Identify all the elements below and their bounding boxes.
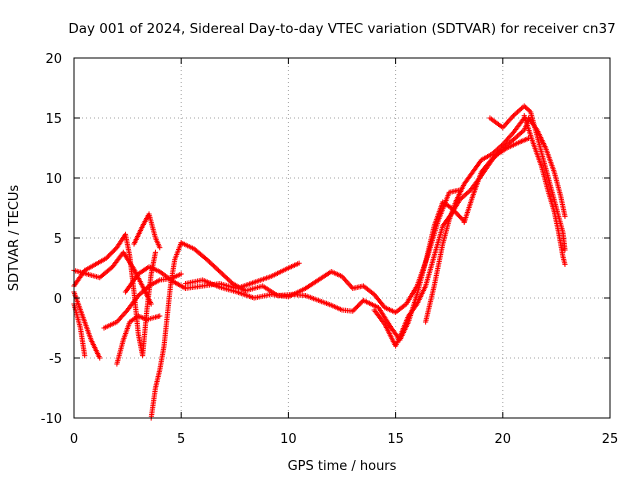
- data-point: [105, 253, 112, 259]
- data-point: [226, 277, 232, 283]
- y-tick-label: 10: [45, 172, 62, 187]
- data-point: [209, 261, 215, 267]
- data-point: [458, 215, 464, 221]
- data-point: [152, 249, 159, 255]
- data-point: [222, 273, 228, 279]
- series-track-a: [71, 249, 154, 307]
- x-tick-label: 10: [280, 432, 297, 447]
- data-point: [454, 211, 460, 217]
- data-point: [109, 249, 115, 255]
- x-tick-label: 15: [387, 432, 404, 447]
- data-point: [227, 278, 233, 284]
- series-track-k: [182, 187, 463, 315]
- data-point: [206, 259, 213, 265]
- data-point: [178, 271, 184, 277]
- y-axis-label: SDTVAR / TECUs: [7, 185, 22, 292]
- data-point: [223, 275, 229, 281]
- data-point: [354, 303, 361, 309]
- chart-title: Day 001 of 2024, Sidereal Day-to-day VTE…: [68, 21, 615, 37]
- data-point: [107, 252, 113, 258]
- data-point: [218, 270, 224, 276]
- series-track-c: [71, 289, 103, 361]
- series-track-n: [461, 135, 532, 225]
- data-point: [210, 263, 216, 269]
- data-point: [358, 300, 364, 306]
- data-points: [71, 103, 568, 421]
- data-point: [350, 308, 356, 314]
- data-point: [148, 301, 154, 307]
- data-point: [353, 305, 359, 311]
- series-track-q: [525, 115, 568, 219]
- data-point: [562, 261, 568, 267]
- data-point: [455, 212, 461, 218]
- data-point: [157, 313, 163, 319]
- data-point: [213, 265, 219, 271]
- series-track-b: [71, 301, 88, 359]
- y-tick-label: -10: [41, 412, 62, 427]
- data-point: [208, 260, 214, 266]
- data-point: [113, 246, 119, 252]
- data-point: [97, 355, 103, 361]
- data-point: [357, 301, 363, 307]
- axis-ticks: 0 5 10 15 20 25 -10 -5 0 5 10 15 20: [41, 52, 619, 447]
- data-point: [104, 254, 110, 260]
- series-track-f: [114, 313, 163, 367]
- data-point: [82, 353, 88, 359]
- series-track-h: [148, 240, 184, 421]
- x-tick-label: 20: [495, 432, 512, 447]
- data-point: [214, 266, 220, 272]
- data-point: [215, 267, 222, 273]
- data-point: [525, 107, 531, 113]
- x-axis-label: GPS time / hours: [288, 459, 397, 474]
- data-point: [522, 104, 529, 110]
- data-point: [224, 276, 231, 282]
- x-tick-label: 5: [177, 432, 185, 447]
- y-tick-label: 20: [45, 52, 62, 67]
- data-point: [212, 264, 218, 270]
- data-point: [562, 247, 568, 253]
- data-point: [219, 271, 225, 277]
- y-tick-label: -5: [49, 352, 62, 367]
- data-point: [352, 306, 358, 312]
- data-point: [110, 248, 116, 254]
- data-point: [296, 260, 302, 266]
- data-point: [221, 272, 227, 278]
- data-point: [157, 245, 163, 251]
- grid: [74, 58, 610, 418]
- series-track-p: [521, 113, 568, 267]
- y-tick-label: 5: [54, 232, 62, 247]
- series-track-m: [423, 115, 527, 325]
- data-point: [351, 307, 357, 313]
- x-tick-label: 25: [602, 432, 619, 447]
- data-point: [103, 255, 109, 261]
- data-point: [108, 251, 114, 257]
- y-tick-label: 0: [54, 292, 62, 307]
- data-point: [356, 302, 362, 308]
- data-point: [524, 105, 530, 111]
- series-track-e: [131, 211, 163, 251]
- x-tick-label: 0: [70, 432, 78, 447]
- data-point: [456, 213, 463, 219]
- y-tick-label: 15: [45, 112, 62, 127]
- data-point: [562, 213, 568, 219]
- series-track-j: [178, 199, 467, 343]
- data-point: [111, 247, 118, 253]
- data-point: [217, 269, 223, 275]
